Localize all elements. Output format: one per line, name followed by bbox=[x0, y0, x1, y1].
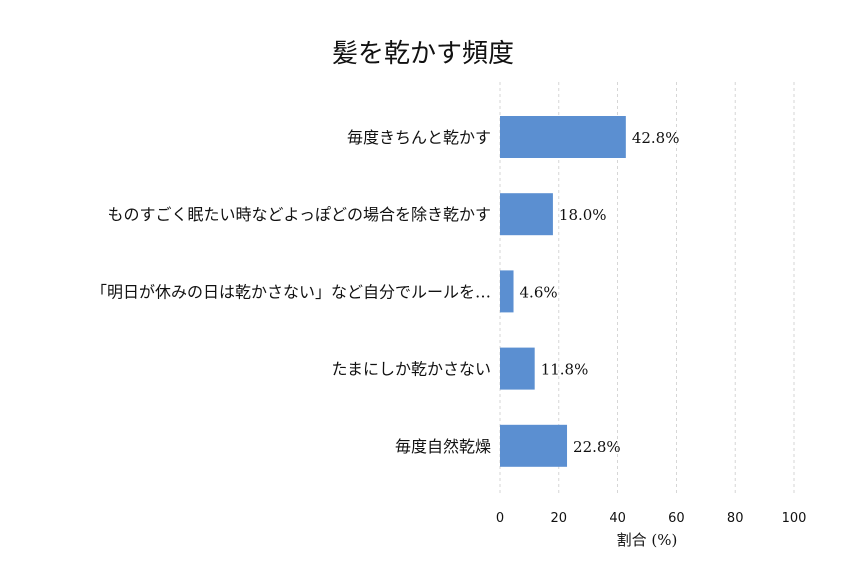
x-tick-label: 40 bbox=[609, 511, 626, 526]
x-tick-label: 0 bbox=[496, 511, 504, 526]
bar bbox=[500, 116, 626, 158]
x-axis-ticks: 0 20 40 60 80 100 bbox=[496, 511, 807, 526]
value-label: 42.8% bbox=[632, 129, 680, 147]
x-tick-label: 80 bbox=[727, 511, 744, 526]
bar bbox=[500, 270, 514, 313]
value-label: 11.8% bbox=[541, 361, 589, 379]
x-tick-label: 20 bbox=[551, 511, 568, 526]
bar bbox=[500, 424, 568, 467]
x-tick-label: 60 bbox=[668, 511, 685, 526]
bar bbox=[500, 193, 553, 236]
category-label: ものすごく眠たい時などよっぽどの場合を除き乾かす bbox=[107, 205, 491, 224]
value-label: 18.0% bbox=[559, 206, 607, 224]
category-label: 毎度きちんと乾かす bbox=[347, 128, 491, 147]
x-tick-label: 100 bbox=[782, 511, 807, 526]
value-label: 22.8% bbox=[573, 438, 621, 456]
bars: 毎度きちんと乾かす 42.8% ものすごく眠たい時などよっぽどの場合を除き乾かす 18… bbox=[91, 116, 680, 467]
category-label: 毎度自然乾燥 bbox=[395, 437, 491, 456]
chart-title: 髪を乾かす頻度 bbox=[332, 39, 514, 69]
category-label: 「明日が休みの日は乾かさない」など自分でルールを… bbox=[91, 282, 491, 301]
value-label: 4.6% bbox=[520, 283, 558, 301]
category-label: たまにしか乾かさない bbox=[331, 360, 491, 379]
bar bbox=[500, 347, 535, 390]
x-axis-title: 割合 (%) bbox=[617, 531, 678, 549]
